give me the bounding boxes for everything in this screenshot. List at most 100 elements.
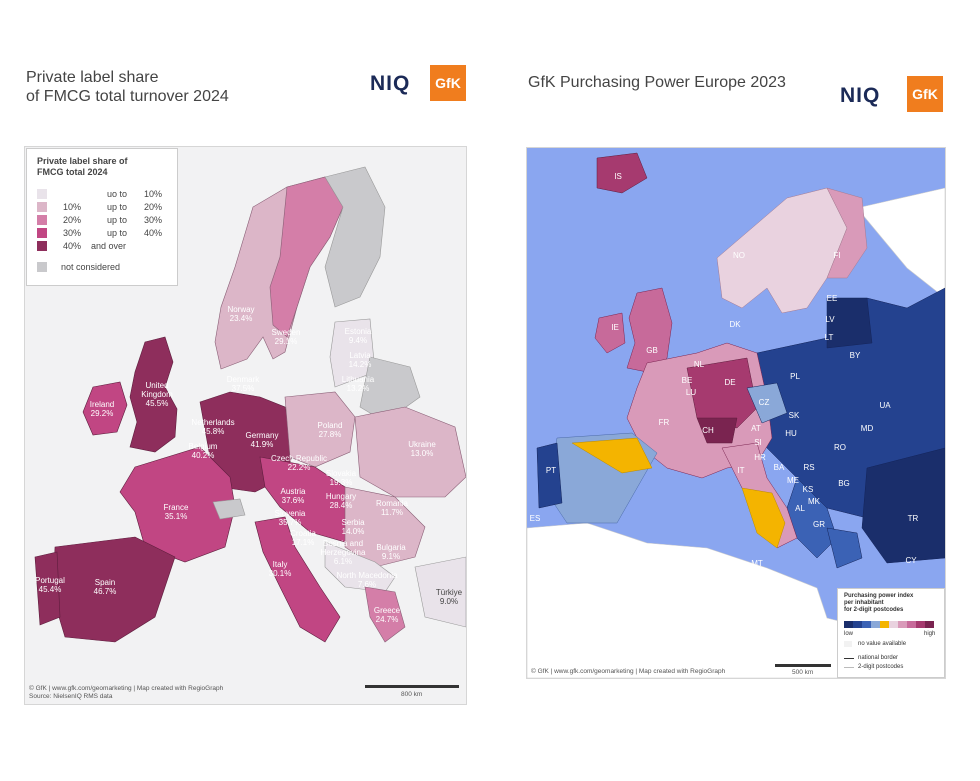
romania-shape — [344, 486, 426, 568]
country-label: Bosnia and Herzegovina 6.1% — [320, 539, 366, 566]
left-footer-line1: © GfK | www.gfk.com/geomarketing | Map c… — [29, 685, 224, 692]
country-code: TR — [907, 514, 919, 523]
turkey-shape — [861, 447, 945, 564]
country-code: PL — [790, 372, 800, 381]
gfk-logo-right: GfK — [907, 76, 943, 112]
country-code: MK — [808, 497, 820, 506]
country-code: RS — [803, 463, 815, 472]
country-code: CY — [905, 556, 917, 565]
russia-north-shape — [856, 187, 945, 299]
purchasing-power-map: IS NO FI EE LV LT BY IE GB DK NL BE LU D… — [526, 147, 946, 679]
left-legend: Private label share of FMCG total 2024 u… — [26, 148, 178, 286]
right-legend-title: Purchasing power index per inhabitant fo… — [844, 593, 913, 614]
country-label: Austria 37.6% — [280, 487, 306, 505]
country-label: Croatia 17.1% — [290, 529, 316, 547]
country-code: FI — [833, 251, 841, 260]
country-code: IE — [611, 323, 619, 332]
country-label: Ireland 29.2% — [89, 400, 115, 418]
legend-lo: 10% — [62, 202, 81, 212]
scale-bar-right — [775, 664, 831, 667]
country-label: Belgium 40.2% — [188, 442, 218, 460]
legend-mid: uo to — [107, 189, 128, 199]
country-label: Lithuania 13.2% — [341, 375, 375, 393]
country-code: ME — [787, 476, 799, 485]
country-code: BA — [773, 463, 785, 472]
left-map-title: Private label share of FMCG total turnov… — [26, 68, 229, 106]
finland-shape — [826, 187, 868, 279]
country-code: IT — [737, 466, 745, 475]
country-code: HR — [754, 453, 766, 462]
legend-row-1: uo to 10% — [37, 189, 172, 199]
country-code: DK — [729, 320, 741, 329]
country-label: Serbia 14.0% — [341, 518, 365, 536]
legend-mid: up to — [107, 228, 128, 238]
right-legend-title-line2: per inhabitant — [844, 600, 884, 606]
country-code: GR — [813, 520, 825, 529]
legend-lo: 40% — [62, 241, 81, 251]
scale-label-left: 800 km — [401, 691, 423, 698]
baltics-shape — [826, 297, 873, 349]
baltics-shape — [329, 318, 376, 388]
legend-hi: 20% — [143, 202, 162, 212]
legend-national-border: national border — [858, 655, 899, 661]
italy-south-shape — [741, 487, 786, 549]
country-label: United Kingdom 45.5% — [141, 381, 173, 408]
country-code: AL — [795, 504, 805, 513]
legend-low: low — [844, 631, 854, 637]
country-label: Bulgaria 9.1% — [376, 543, 406, 561]
country-label: North Macedonia 7.6% — [336, 571, 398, 589]
country-code: LT — [824, 333, 834, 342]
country-label: Hungary 28.4% — [325, 492, 357, 510]
legend-title-line1: Private label share of — [37, 156, 128, 166]
country-label: Poland 27.8% — [317, 421, 343, 439]
europe-choropleth-left — [34, 166, 466, 643]
legend-swatch — [37, 189, 47, 199]
germany-benelux-shape — [686, 357, 758, 429]
legend-lo: 20% — [62, 215, 81, 225]
finland-shape — [324, 166, 386, 308]
country-code: BG — [838, 479, 850, 488]
country-label: Latvia 14.2% — [348, 351, 372, 369]
niq-logo-right: NIQ — [840, 84, 881, 107]
legend-mid: up to — [107, 215, 128, 225]
country-code: AT — [751, 424, 761, 433]
country-label: Slovenia 35.7% — [274, 509, 306, 527]
scandinavia-shape — [716, 187, 848, 314]
country-label: Czech Republic 22.2% — [270, 454, 328, 472]
legend-swatch — [37, 262, 47, 272]
legend-row-2: 10% up to 20% — [37, 202, 172, 212]
country-code: BE — [681, 376, 693, 385]
no-value-swatch — [844, 641, 852, 647]
country-label: Romania 11.7% — [375, 499, 409, 517]
country-label: Netherlands 45.8% — [191, 418, 235, 436]
ramp-swatch — [862, 621, 871, 628]
country-label: Sweden 29.1% — [271, 328, 301, 346]
legend-mid: up to — [107, 202, 128, 212]
country-label: Estonia 9.4% — [344, 327, 372, 345]
scale-bar-left — [365, 685, 459, 688]
legend-swatch — [37, 215, 47, 225]
legend-row-3: 20% up to 30% — [37, 215, 172, 225]
private-label-map: Private label share of FMCG total 2024 u… — [24, 146, 467, 705]
country-code: LV — [825, 315, 835, 324]
right-legend-title-line3: for 2-digit postcodes — [844, 607, 904, 613]
country-code: CZ — [758, 398, 770, 407]
country-code: NO — [733, 251, 745, 260]
country-code: SK — [788, 411, 800, 420]
ramp-swatch — [898, 621, 907, 628]
legend-not-considered: not considered — [61, 262, 121, 272]
legend-swatch — [37, 241, 47, 251]
legend-lo: 30% — [62, 228, 81, 238]
ramp-swatch — [871, 621, 880, 628]
country-code: SI — [754, 438, 762, 447]
border-line-swatch — [844, 658, 854, 659]
ramp-swatch — [880, 621, 889, 628]
gfk-logo-left: GfK — [430, 65, 466, 101]
country-code: NL — [693, 360, 705, 369]
country-code: GB — [646, 346, 658, 355]
country-label: Germany 41.9% — [245, 431, 279, 449]
greece-shape — [364, 586, 406, 643]
country-code: KS — [802, 485, 814, 494]
ramp-swatch — [889, 621, 898, 628]
country-code: RO — [834, 443, 846, 452]
